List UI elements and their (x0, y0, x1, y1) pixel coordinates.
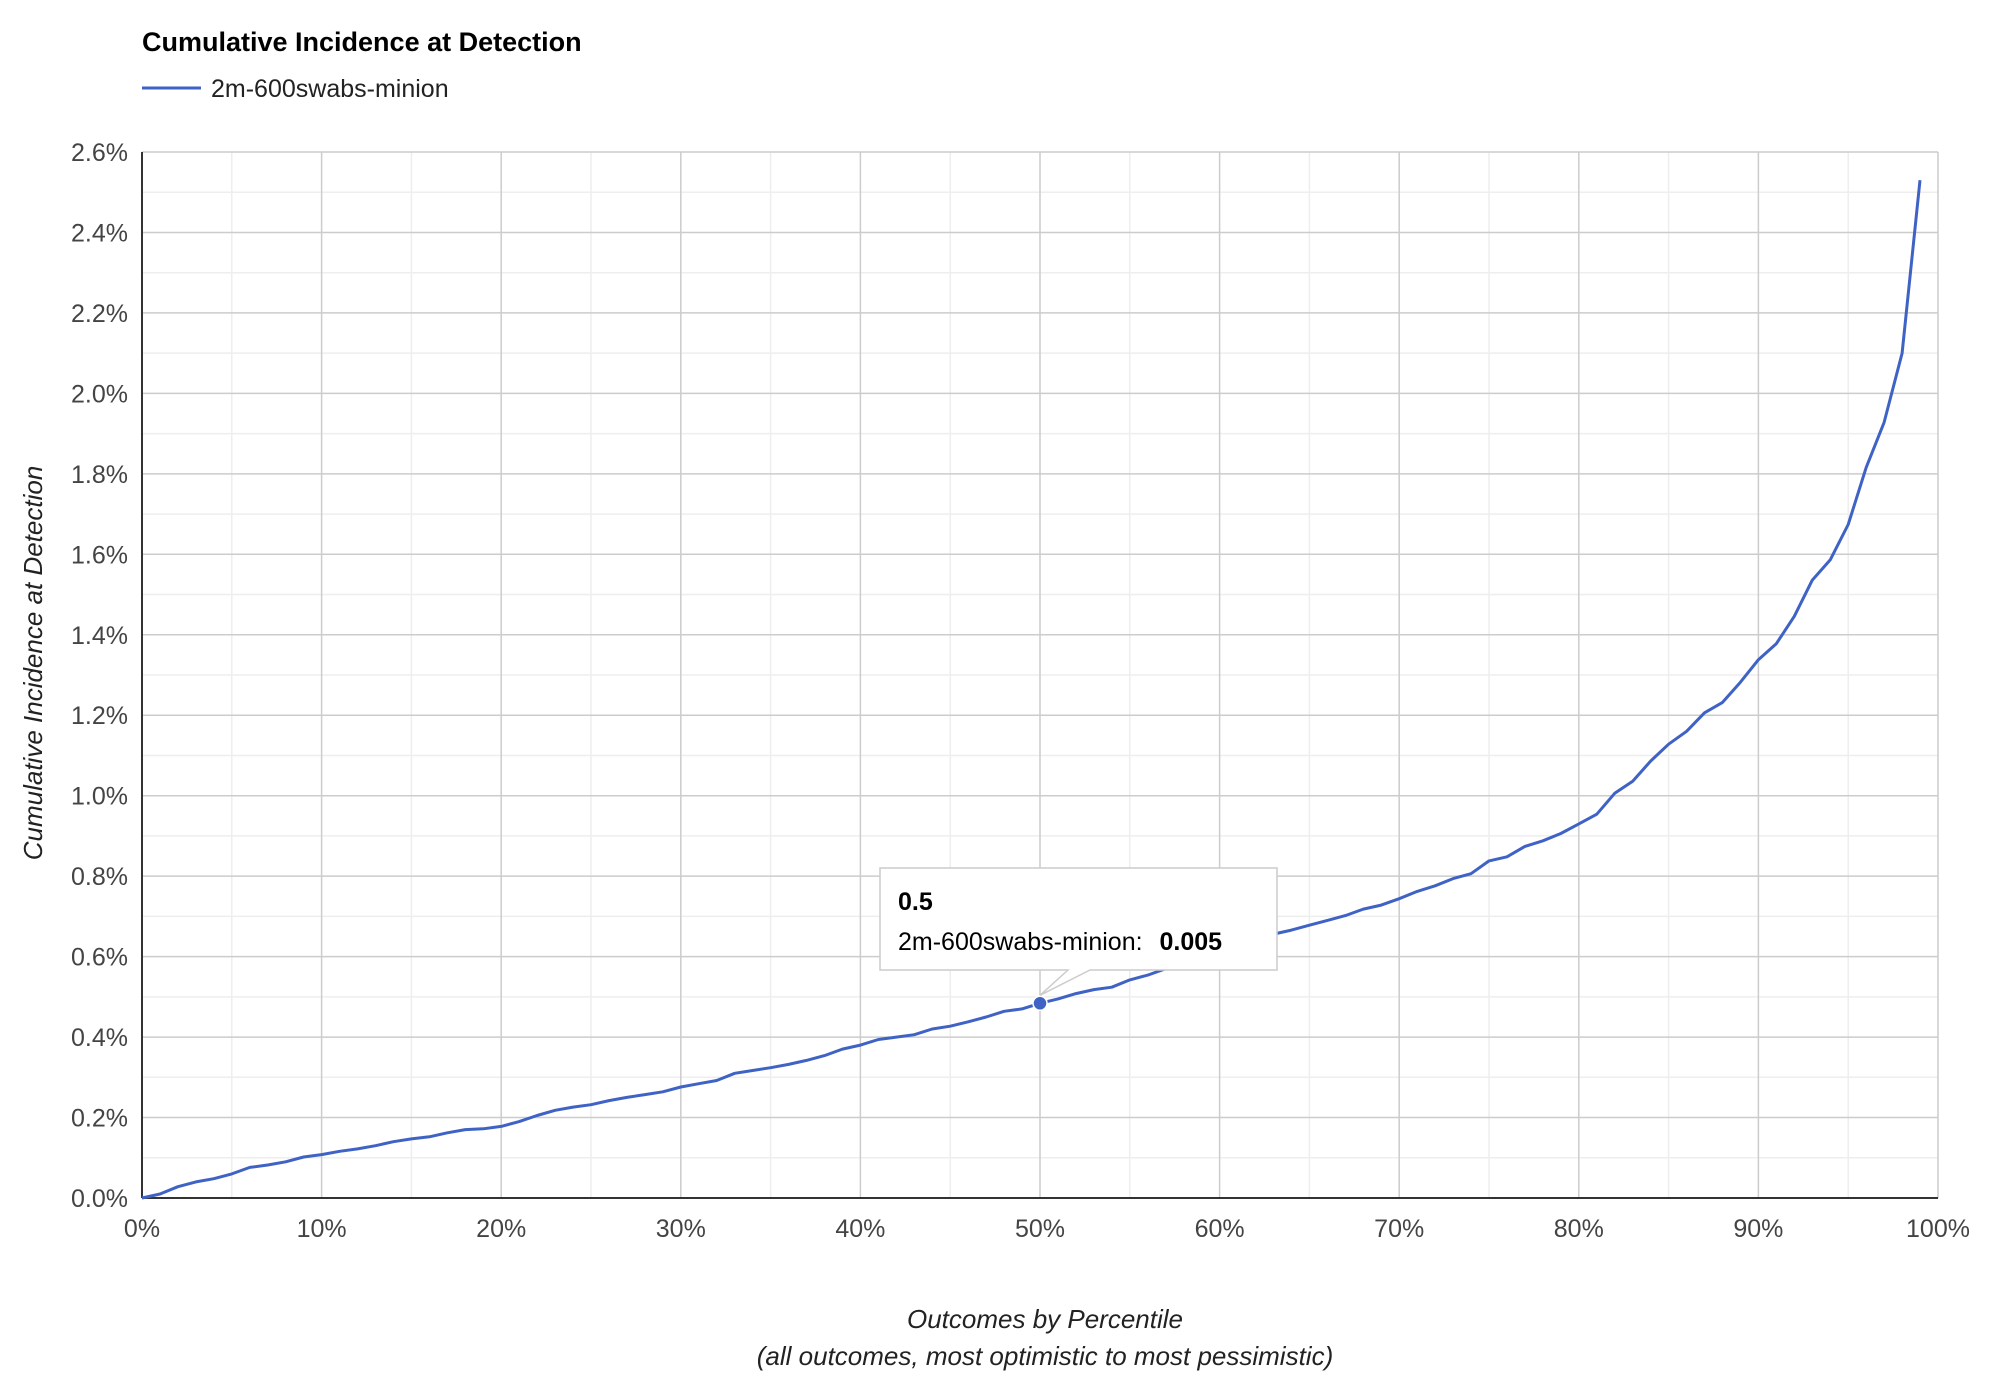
x-tick-label: 100% (1906, 1215, 1970, 1243)
x-tick-label: 50% (1015, 1215, 1065, 1243)
y-tick-label: 0.4% (71, 1024, 128, 1052)
y-tick-label: 2.2% (71, 300, 128, 328)
series-line-2m-600swabs-minion[interactable] (141, 180, 1922, 1200)
tooltip-series-label: 2m-600swabs-minion: (898, 928, 1143, 956)
x-tick-label: 60% (1195, 1215, 1245, 1243)
tooltip-box (879, 867, 1278, 996)
legend-label: 2m-600swabs-minion (211, 75, 449, 103)
x-axis-subtitle: (all outcomes, most optimistic to most p… (757, 1341, 1333, 1371)
x-tick-label: 70% (1374, 1215, 1424, 1243)
x-tick-label: 80% (1554, 1215, 1604, 1243)
y-tick-label: 2.4% (71, 219, 128, 247)
y-tick-label: 2.0% (71, 380, 128, 408)
chart-title: Cumulative Incidence at Detection (142, 27, 582, 57)
y-axis-title: Cumulative Incidence at Detection (18, 466, 48, 861)
x-tick-label: 30% (656, 1215, 706, 1243)
y-tick-label: 0.0% (71, 1185, 128, 1213)
y-tick-label: 0.8% (71, 863, 128, 891)
x-tick-label: 90% (1733, 1215, 1783, 1243)
y-axis-tick-labels: 0.0% 0.2% 0.4% 0.6% 0.8% 1.0% 1.2% 1.4% 1.6% 1.8%… (71, 139, 128, 1213)
y-tick-label: 1.2% (71, 702, 128, 730)
x-tick-label: 20% (476, 1215, 526, 1243)
y-tick-label: 1.8% (71, 461, 128, 489)
y-tick-label: 1.6% (71, 541, 128, 569)
legend[interactable]: 2m-600swabs-minion (142, 75, 449, 103)
y-tick-label: 1.0% (71, 783, 128, 811)
y-tick-label: 2.6% (71, 139, 128, 167)
tooltip-x-value: 0.5 (898, 888, 933, 916)
x-axis-tick-labels: 0% 10% 20% 30% 40% 50% 60% 70% 80% 90% 100% (124, 1215, 1970, 1243)
x-tick-label: 0% (124, 1215, 160, 1243)
x-tick-label: 40% (835, 1215, 885, 1243)
hovered-data-point[interactable] (1032, 995, 1048, 1012)
x-axis-title: Outcomes by Percentile (907, 1304, 1183, 1334)
x-tick-label: 10% (297, 1215, 347, 1243)
y-tick-label: 0.6% (71, 944, 128, 972)
y-tick-label: 0.2% (71, 1105, 128, 1133)
y-tick-label: 1.4% (71, 622, 128, 650)
tooltip-series-line: 2m-600swabs-minion: 0.005 (898, 928, 1222, 956)
tooltip-y-value: 0.005 (1160, 928, 1223, 956)
tooltip: 0.5 2m-600swabs-minion: 0.005 (879, 867, 1278, 996)
